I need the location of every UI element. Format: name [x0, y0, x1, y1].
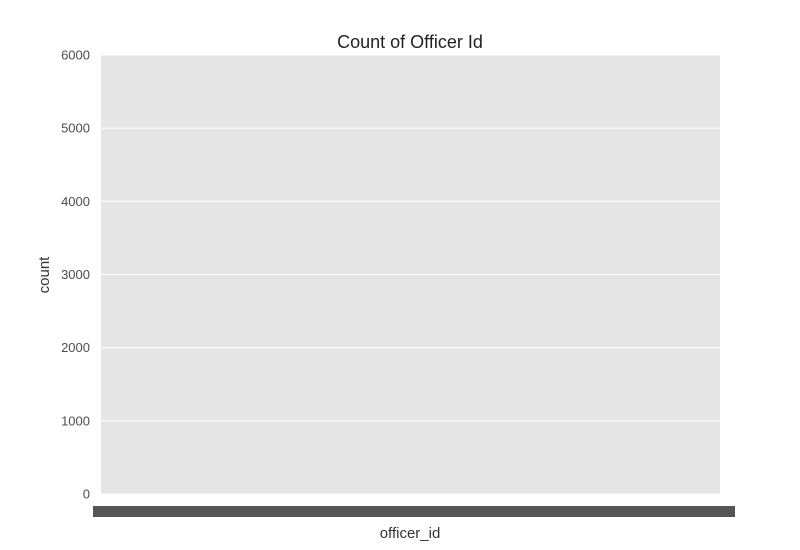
y-tick-label: 3000 [61, 267, 90, 282]
y-tick-label: 0 [83, 487, 90, 502]
x-axis-label: officer_id [380, 525, 441, 542]
y-tick-label: 6000 [61, 48, 90, 63]
grid-lines [101, 54, 720, 495]
y-tick-label: 1000 [61, 413, 90, 428]
y-tick-label: 4000 [61, 194, 90, 209]
x-tick-labels-overlap [93, 506, 735, 517]
y-axis-ticks: 0 1000 2000 3000 4000 5000 6000 [61, 48, 90, 502]
chart-title: Count of Officer Id [337, 32, 483, 52]
y-tick-label: 2000 [61, 340, 90, 355]
y-axis-label: count [36, 256, 53, 294]
y-tick-label: 5000 [61, 121, 90, 136]
